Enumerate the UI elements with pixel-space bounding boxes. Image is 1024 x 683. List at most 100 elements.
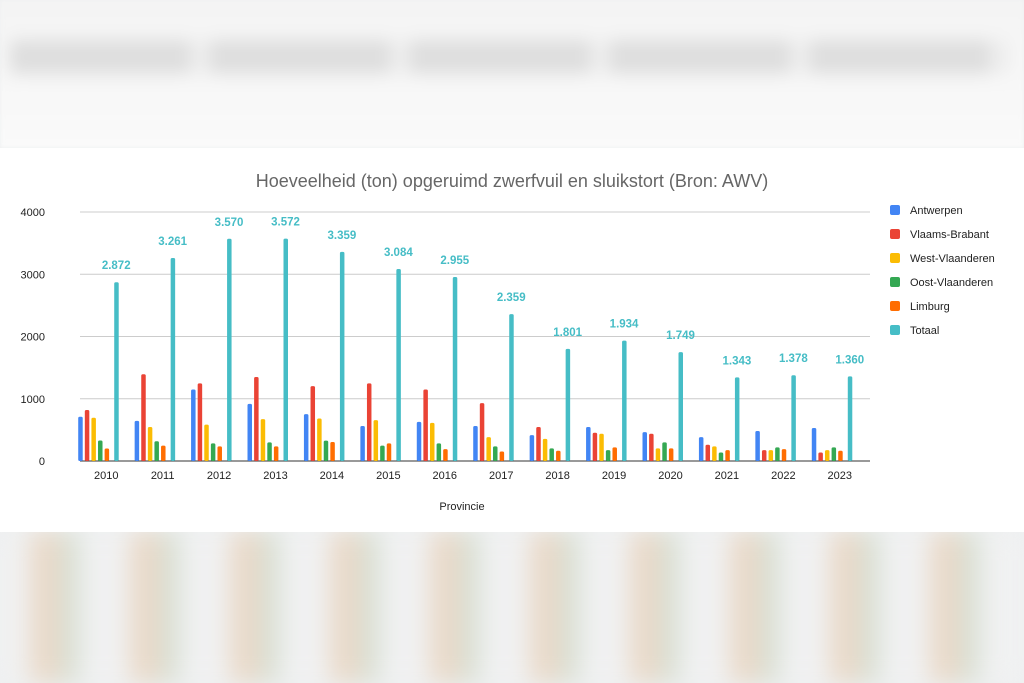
x-tick-label: 2016 [433,470,457,482]
bar-limburg [838,450,843,461]
bar-antwerpen [642,432,647,461]
y-tick-label: 1000 [21,394,45,406]
bar-west-vlaanderen [486,437,491,461]
bar-antwerpen [360,425,365,461]
bar-oost-vlaanderen [436,443,442,461]
legend-swatch [890,277,900,287]
bar-limburg [668,448,674,461]
bar-antwerpen [247,403,252,461]
bar-totaal [114,282,119,461]
y-tick-label: 4000 [21,207,45,219]
legend-swatch [890,325,900,335]
bar-vlaams-brabant [141,374,146,461]
total-data-label: 1.378 [779,353,808,365]
x-tick-label: 2014 [320,470,344,482]
bar-antwerpen [698,437,704,461]
bar-vlaams-brabant [592,432,598,461]
bar-oost-vlaanderen [98,440,103,461]
bar-oost-vlaanderen [831,447,837,461]
total-data-label: 3.084 [384,247,413,259]
bar-vlaams-brabant [310,386,316,461]
total-data-label: 2.359 [497,292,526,304]
bar-west-vlaanderen [429,422,435,461]
x-tick-label: 2011 [151,470,175,482]
legend-swatch [890,253,900,263]
x-tick-label: 2020 [658,470,682,482]
bar-oost-vlaanderen [210,443,216,461]
blurred-thumbnails [0,532,1024,683]
total-data-label: 1.801 [553,327,582,339]
legend-label: Vlaams-Brabant [910,229,989,241]
bar-antwerpen [134,420,140,461]
bar-limburg [781,449,787,461]
bar-west-vlaanderen [204,424,209,461]
bar-totaal [678,352,683,461]
bar-chart: Hoeveelheid (ton) opgeruimd zwerfvuil en… [21,171,995,513]
total-data-label: 2.955 [440,255,469,267]
bar-vlaams-brabant [818,452,823,461]
bar-antwerpen [529,435,535,461]
total-data-label: 3.359 [328,230,357,242]
y-tick-label: 3000 [21,269,45,281]
bar-totaal [227,238,232,461]
total-data-label: 1.934 [610,319,639,331]
x-axis-label: Provincie [439,501,484,513]
bar-limburg [217,446,222,461]
bar-oost-vlaanderen [154,441,159,461]
bar-totaal [396,269,401,461]
bar-totaal [509,314,514,461]
x-tick-label: 2023 [828,470,852,482]
bar-totaal [283,238,288,461]
bar-limburg [725,450,730,461]
bar-antwerpen [473,425,478,461]
bar-oost-vlaanderen [323,440,329,461]
bar-oost-vlaanderen [662,442,667,461]
x-tick-label: 2018 [545,470,569,482]
bar-west-vlaanderen [373,420,379,461]
x-tick-label: 2022 [771,470,795,482]
legend-label: Antwerpen [910,205,963,217]
bar-antwerpen [586,427,591,461]
bar-vlaams-brabant [761,450,767,461]
bar-oost-vlaanderen [380,445,385,461]
y-tick-label: 2000 [21,332,45,344]
bar-limburg [443,449,448,461]
bar-vlaams-brabant [649,433,654,461]
bar-totaal [452,277,458,461]
x-tick-label: 2021 [715,470,739,482]
bar-oost-vlaanderen [493,446,498,461]
bar-vlaams-brabant [423,389,428,461]
bar-antwerpen [811,428,817,461]
chart-panel: Hoeveelheid (ton) opgeruimd zwerfvuil en… [0,148,1024,532]
bar-limburg [556,450,561,461]
total-data-label: 1.749 [666,330,695,342]
blurred-header [0,0,1024,148]
bar-antwerpen [191,389,196,461]
legend-label: West-Vlaanderen [910,253,995,265]
bar-west-vlaanderen [542,438,548,461]
bar-limburg [273,446,279,461]
bar-limburg [104,448,110,461]
legend-label: Oost-Vlaanderen [910,277,993,289]
bar-west-vlaanderen [655,448,661,461]
bar-limburg [161,445,166,461]
total-data-label: 3.261 [158,236,187,248]
bar-vlaams-brabant [254,376,259,461]
x-tick-label: 2010 [94,470,118,482]
bar-west-vlaanderen [91,417,96,461]
chart-title: Hoeveelheid (ton) opgeruimd zwerfvuil en… [256,171,769,191]
bar-limburg [612,447,617,461]
bar-oost-vlaanderen [605,450,611,461]
bar-antwerpen [78,416,83,461]
x-tick-label: 2015 [376,470,400,482]
legend-swatch [890,229,900,239]
bar-oost-vlaanderen [718,452,724,461]
bar-limburg [386,443,392,461]
x-tick-label: 2012 [207,470,231,482]
bar-oost-vlaanderen [775,447,780,461]
bar-antwerpen [755,431,760,461]
bar-vlaams-brabant [536,427,541,461]
legend-swatch [890,301,900,311]
bar-west-vlaanderen [599,433,604,461]
x-tick-label: 2017 [489,470,513,482]
